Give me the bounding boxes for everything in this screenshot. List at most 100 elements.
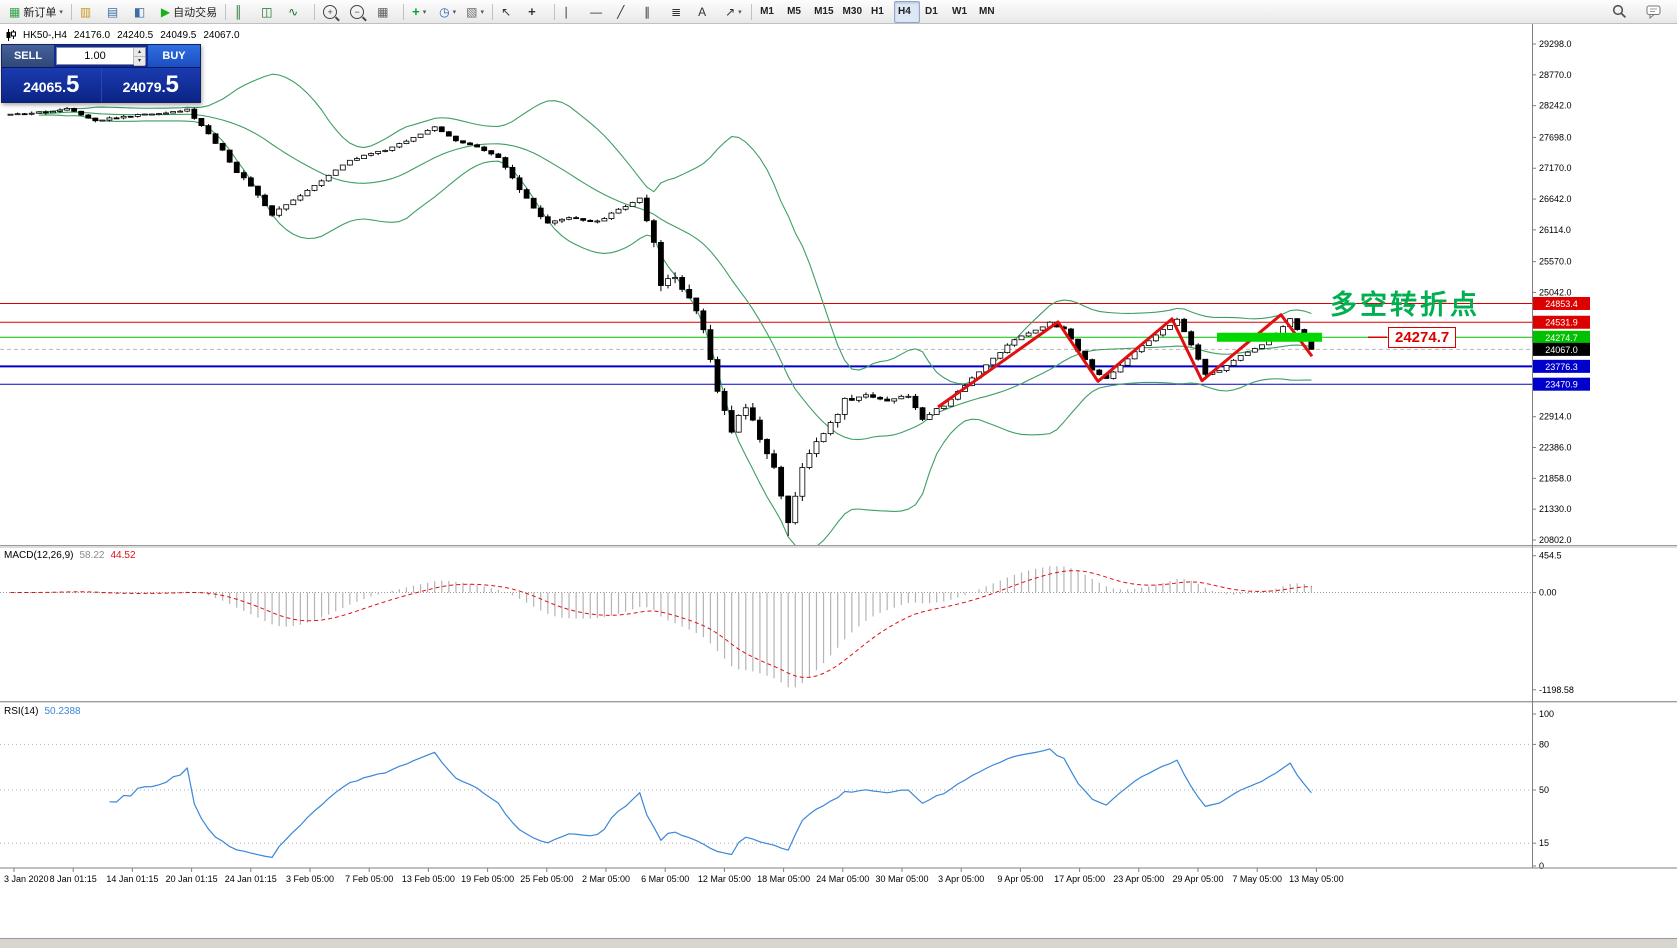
toolbar-separator bbox=[492, 3, 494, 20]
line-chart-button[interactable]: ∿ bbox=[284, 1, 310, 23]
panel-splitter-macd[interactable] bbox=[0, 545, 1677, 548]
new-order-button[interactable]: ▦ 新订单 ▾ bbox=[5, 1, 67, 23]
candlestick-chart-button[interactable]: ◫ bbox=[257, 1, 283, 23]
turning-point-annotation[interactable]: 多空转折点 bbox=[1330, 290, 1480, 320]
search-button[interactable] bbox=[1608, 1, 1634, 23]
volume-value[interactable]: 1.00 bbox=[84, 50, 106, 62]
indicators-button[interactable]: + ▾ bbox=[408, 1, 434, 23]
crosshair-button[interactable]: + bbox=[524, 1, 550, 23]
svg-text:18 Mar 05:00: 18 Mar 05:00 bbox=[757, 874, 810, 884]
market-watch-button[interactable]: ▤ bbox=[103, 1, 129, 23]
symbol-ohlc-bar: HK50-,H4 24176.0 24240.5 24049.5 24067.0 bbox=[6, 29, 240, 41]
zoom-in-button-icon: + bbox=[323, 4, 338, 19]
toolbar-separator bbox=[751, 3, 753, 20]
price-plot[interactable] bbox=[0, 73, 1532, 550]
timeframe-w1-button[interactable]: W1 bbox=[948, 1, 974, 23]
svg-text:7 Feb 05:00: 7 Feb 05:00 bbox=[345, 874, 393, 884]
svg-text:9 Apr 05:00: 9 Apr 05:00 bbox=[997, 874, 1043, 884]
vertical-line-button[interactable]: ∣ bbox=[559, 1, 585, 23]
timeframe-m30-button[interactable]: M30 bbox=[839, 1, 866, 23]
svg-text:-1198.58: -1198.58 bbox=[1539, 685, 1574, 695]
timeframe-m5-button-icon: M5 bbox=[787, 5, 801, 17]
macd-plot bbox=[0, 566, 1532, 688]
timeframe-d1-button[interactable]: D1 bbox=[921, 1, 947, 23]
toolbar-separator bbox=[314, 3, 316, 20]
buy-price[interactable]: 24079.5 bbox=[101, 68, 200, 102]
templates-button[interactable]: ▧ ▾ bbox=[462, 1, 488, 23]
horizontal-scrollbar[interactable] bbox=[0, 938, 1677, 948]
auto-trading-button[interactable]: ▶ 自动交易 bbox=[157, 1, 221, 23]
svg-text:454.5: 454.5 bbox=[1539, 551, 1562, 561]
highlight-bar[interactable] bbox=[1217, 332, 1322, 342]
svg-text:27170.0: 27170.0 bbox=[1539, 163, 1572, 173]
rsi-line bbox=[109, 748, 1312, 858]
rsi-plot bbox=[0, 743, 1532, 858]
svg-text:3 Feb 05:00: 3 Feb 05:00 bbox=[286, 874, 334, 884]
navigator-button[interactable]: ◧ bbox=[130, 1, 156, 23]
fibonacci-button[interactable]: ≣ bbox=[667, 1, 693, 23]
svg-text:26114.0: 26114.0 bbox=[1539, 225, 1571, 235]
profiles-button[interactable]: ▥ bbox=[76, 1, 102, 23]
time-axis[interactable]: 3 Jan 2020 8 Jan 01:15 14 Jan 01:15 20 Jan … bbox=[0, 867, 1677, 884]
svg-text:26642.0: 26642.0 bbox=[1539, 194, 1572, 204]
zoom-out-button[interactable]: − bbox=[346, 1, 372, 23]
chart-canvas[interactable]: 29298.0 28770.0 28242.0 27698.0 27170.0 26642… bbox=[0, 24, 1677, 948]
svg-text:24531.9: 24531.9 bbox=[1545, 318, 1578, 328]
tile-windows-button[interactable]: ▦ bbox=[373, 1, 399, 23]
timeframe-mn-button[interactable]: MN bbox=[975, 1, 1001, 23]
volume-field[interactable]: 1.00 ▴ ▾ bbox=[56, 47, 146, 66]
buy-button[interactable]: BUY bbox=[148, 45, 200, 67]
price-callout[interactable]: 24274.7 bbox=[1388, 327, 1457, 348]
svg-text:14 Jan 01:15: 14 Jan 01:15 bbox=[106, 874, 158, 884]
svg-text:22914.0: 22914.0 bbox=[1539, 412, 1572, 422]
arrows-button-icon: ↗ bbox=[725, 4, 736, 19]
svg-text:8 Jan 01:15: 8 Jan 01:15 bbox=[50, 874, 97, 884]
horizontal-line-button[interactable]: ― bbox=[586, 1, 612, 23]
trendline-button-icon: ╱ bbox=[617, 4, 625, 19]
text-button[interactable]: A bbox=[694, 1, 720, 23]
volume-up-button[interactable]: ▴ bbox=[134, 48, 145, 57]
price-tag-23776.3 bbox=[1533, 359, 1590, 373]
volume-stepper: ▴ ▾ bbox=[133, 48, 145, 66]
price-tag-23470.9 bbox=[1533, 377, 1590, 391]
svg-text:21330.0: 21330.0 bbox=[1539, 504, 1572, 514]
sell-price[interactable]: 24065.5 bbox=[2, 68, 102, 102]
cursor-button[interactable]: ↖ bbox=[497, 1, 523, 23]
svg-text:0: 0 bbox=[1539, 861, 1544, 871]
timeframe-m1-button-icon: M1 bbox=[760, 5, 774, 17]
new-order-button-label: 新订单 bbox=[23, 6, 57, 19]
timeframe-m15-button[interactable]: M15 bbox=[810, 1, 837, 23]
toolbar-right-group bbox=[1608, 1, 1672, 23]
chart-area[interactable]: 29298.0 28770.0 28242.0 27698.0 27170.0 26642… bbox=[0, 24, 1677, 948]
svg-text:24274.7: 24274.7 bbox=[1545, 333, 1578, 343]
svg-text:50: 50 bbox=[1539, 785, 1549, 795]
svg-text:2 Mar 05:00: 2 Mar 05:00 bbox=[582, 874, 630, 884]
periods-button[interactable]: ◷ ▾ bbox=[435, 1, 461, 23]
chat-button[interactable] bbox=[1642, 1, 1668, 23]
chevron-down-icon: ▾ bbox=[738, 8, 742, 16]
sell-button[interactable]: SELL bbox=[2, 45, 54, 67]
bar-chart-button[interactable]: ║ bbox=[230, 1, 256, 23]
zigzag-trend-line bbox=[937, 313, 1314, 409]
price-axis[interactable]: 29298.0 28770.0 28242.0 27698.0 27170.0 26642… bbox=[1532, 24, 1590, 871]
timeframe-m5-button[interactable]: M5 bbox=[783, 1, 809, 23]
line-chart-button-icon: ∿ bbox=[288, 4, 299, 19]
periods-button-icon: ◷ bbox=[439, 4, 450, 19]
volume-down-button[interactable]: ▾ bbox=[134, 57, 145, 66]
tile-windows-button-icon: ▦ bbox=[377, 4, 389, 19]
timeframe-mn-button-icon: MN bbox=[979, 5, 995, 17]
timeframe-h4-button[interactable]: H4 bbox=[894, 0, 920, 23]
zoom-in-button[interactable]: + bbox=[319, 1, 345, 23]
bollinger-middle-band bbox=[38, 111, 1312, 441]
channel-button[interactable]: ∥ bbox=[640, 1, 666, 23]
timeframe-h1-button[interactable]: H1 bbox=[867, 1, 893, 23]
toolbar-left-group: ▦ 新订单 ▾ ▥ ▤ ◧ ▶ 自动交易 ║ ◫ ∿ + − ▦ + ▾ ◷ ▾ ▧ ▾ ↖ + ∣ ― ╱ ∥ ≣ A ↗ ▾ M1 M5 M… bbox=[5, 0, 1001, 23]
svg-text:3 Jan 2020: 3 Jan 2020 bbox=[4, 874, 49, 884]
svg-text:20 Jan 01:15: 20 Jan 01:15 bbox=[166, 874, 218, 884]
arrows-button[interactable]: ↗ ▾ bbox=[721, 1, 747, 23]
toolbar: ▦ 新订单 ▾ ▥ ▤ ◧ ▶ 自动交易 ║ ◫ ∿ + − ▦ + ▾ ◷ ▾ ▧ ▾ ↖ + ∣ ― ╱ ∥ ≣ A ↗ ▾ M1 M5 M… bbox=[0, 0, 1677, 24]
trendline-button[interactable]: ╱ bbox=[613, 1, 639, 23]
price-tag-24274.7 bbox=[1533, 330, 1590, 344]
timeframe-m1-button[interactable]: M1 bbox=[756, 1, 782, 23]
bar-chart-button-icon: ║ bbox=[234, 4, 243, 19]
